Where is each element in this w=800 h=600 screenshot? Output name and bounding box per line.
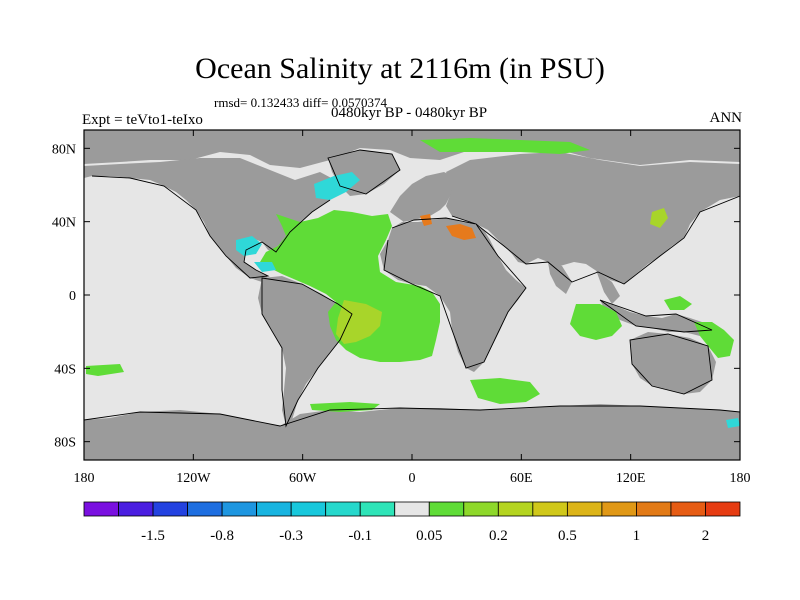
colorbar-swatch: [394, 501, 430, 517]
colorbar-label: 0.5: [558, 528, 577, 544]
colorbar-swatch: [290, 501, 327, 517]
y-tick-label: 80S: [54, 436, 76, 451]
maritime-continent-land: [600, 300, 712, 336]
colorbar-label: 0.05: [416, 528, 442, 544]
chart-title: Ocean Salinity at 2116m (in PSU): [195, 52, 605, 85]
x-tick-label: 60W: [289, 471, 317, 486]
colorbar-swatch: [152, 501, 188, 517]
colorbar-swatch: [670, 501, 706, 517]
colorbar-label: 0.2: [489, 528, 508, 544]
europe-africa-land: [380, 172, 526, 372]
colorbar-swatch: [256, 501, 292, 517]
arctic-positive-anomaly: [420, 138, 590, 154]
colorbar-label: -0.1: [348, 528, 372, 544]
y-tick-label: 80N: [52, 142, 76, 157]
experiment-label: Expt = teVto1-teIxo: [82, 112, 203, 128]
colorbar-label: 2: [702, 528, 710, 544]
colorbar-swatch: [83, 501, 119, 517]
map-field: [84, 130, 740, 460]
y-tick-label: 0: [69, 289, 76, 304]
gulf-negative-anomaly: [236, 236, 276, 272]
colorbar-swatch: [705, 501, 741, 517]
x-tick-label: 120W: [176, 471, 211, 486]
colorbar: -1.5 -0.8 -0.3 -0.1 0.05 0.2 0.5 1 2: [83, 501, 741, 544]
colorbar-swatch: [532, 501, 568, 517]
colorbar-swatch: [359, 501, 396, 517]
map-ticks: 180 120W 60W 0 60E 120E 180 80N 40N 0 40S 80S: [52, 130, 751, 486]
colorbar-label: 1: [633, 528, 641, 544]
colorbar-swatch: [221, 501, 258, 517]
asia-land: [446, 152, 740, 284]
australia-land: [630, 332, 716, 394]
colorbar-swatch: [463, 501, 499, 517]
colorbar-label: -0.3: [279, 528, 303, 544]
x-tick-label: 180: [730, 471, 751, 486]
south-asia-land: [548, 262, 620, 304]
southern-cyan-anomaly: [726, 418, 740, 428]
colorbar-swatch: [187, 501, 223, 517]
colorbar-swatch: [601, 501, 637, 517]
colorbar-swatch: [497, 501, 534, 517]
x-tick-label: 0: [409, 471, 416, 486]
season-label: ANN: [709, 110, 743, 126]
y-tick-label: 40S: [54, 362, 76, 377]
stats-label: rmsd= 0.132433 diff= 0.0570374: [214, 95, 387, 110]
colorbar-label: -1.5: [141, 528, 165, 544]
mediterranean-positive-anomaly: [420, 214, 476, 240]
period-label: 0480kyr BP - 0480kyr BP: [330, 105, 488, 121]
y-tick-label: 40N: [52, 216, 76, 231]
indian-ocean-anomaly: [570, 296, 734, 358]
colorbar-swatch: [325, 501, 361, 517]
x-tick-label: 180: [74, 471, 95, 486]
antarctica-land: [84, 404, 740, 460]
colorbar-swatch: [566, 501, 603, 517]
colorbar-label: -0.8: [210, 528, 234, 544]
coastlines: [84, 149, 740, 428]
colorbar-swatch: [428, 501, 465, 517]
colorbar-swatch: [118, 501, 154, 517]
atlantic-positive-anomaly: [260, 210, 440, 362]
labrador-negative-anomaly: [314, 172, 360, 200]
x-tick-label: 60E: [510, 471, 533, 486]
japan-land: [656, 208, 676, 242]
x-tick-label: 120E: [616, 471, 646, 486]
arctic-land: [84, 130, 740, 168]
colorbar-swatch: [636, 501, 672, 517]
japan-sea-anomaly: [650, 208, 668, 228]
